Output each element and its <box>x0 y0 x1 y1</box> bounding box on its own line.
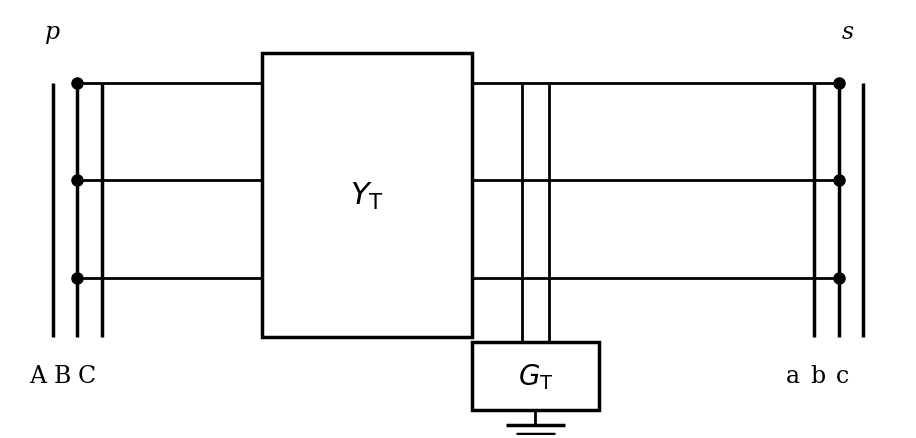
Bar <box>262 53 472 338</box>
Text: a: a <box>786 364 800 387</box>
Bar <box>472 342 599 410</box>
Text: p: p <box>45 21 60 44</box>
Text: b: b <box>810 364 825 387</box>
Text: A: A <box>29 364 46 387</box>
Text: s: s <box>842 21 854 44</box>
Text: $G_{\mathrm{T}}$: $G_{\mathrm{T}}$ <box>518 361 553 391</box>
Text: c: c <box>835 364 849 387</box>
Text: $Y_{\mathrm{T}}$: $Y_{\mathrm{T}}$ <box>350 180 384 211</box>
Text: B: B <box>53 364 71 387</box>
Text: C: C <box>78 364 95 387</box>
